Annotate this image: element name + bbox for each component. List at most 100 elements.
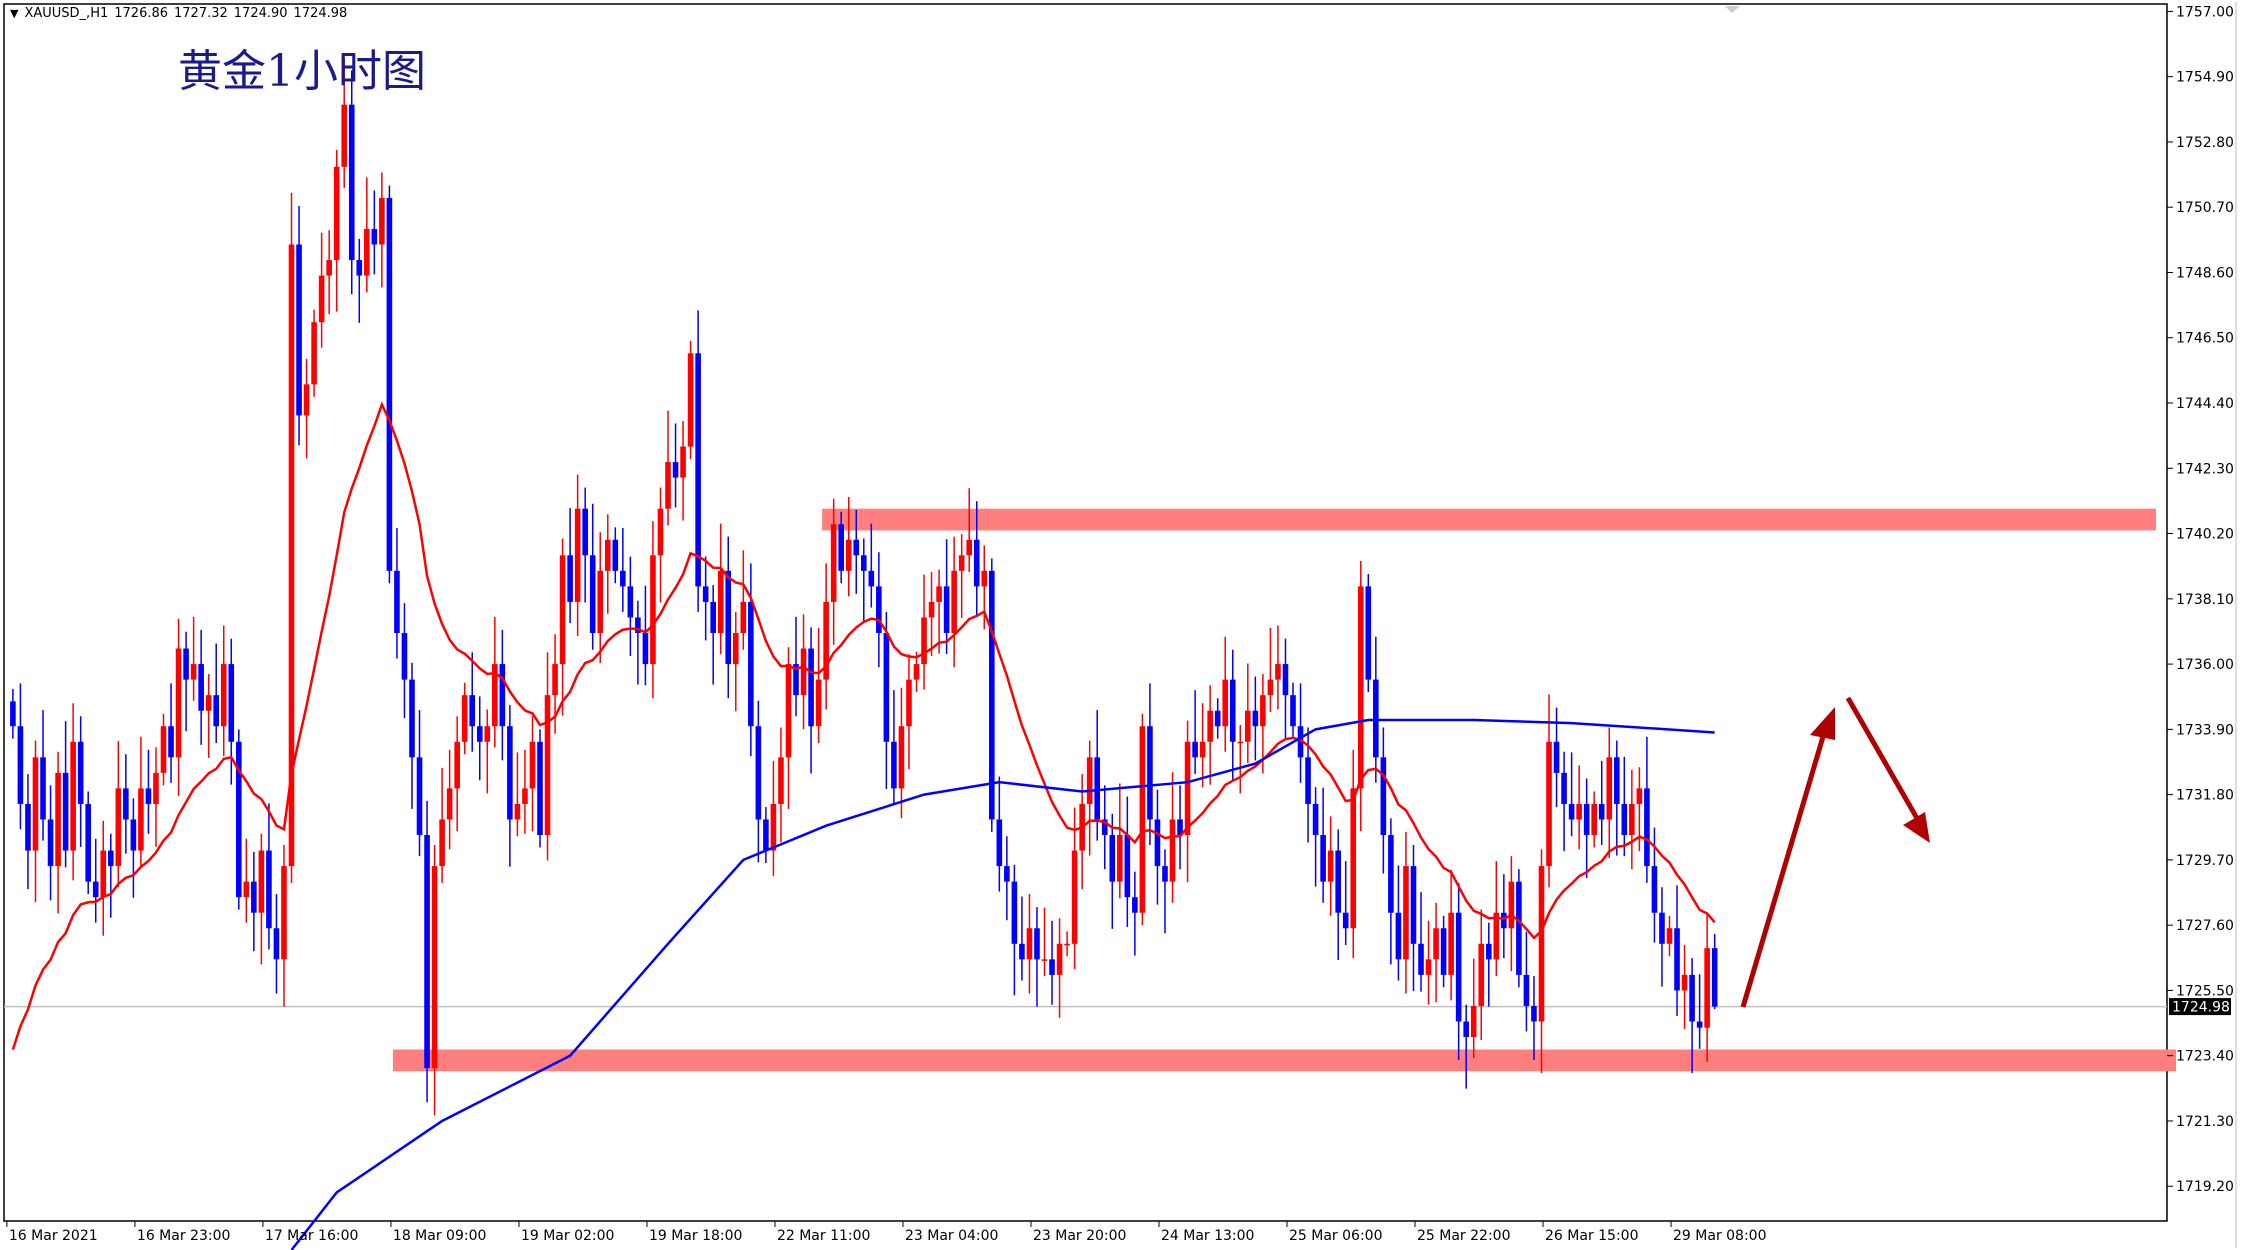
candle — [1696, 974, 1703, 1049]
shift-marker-icon[interactable] — [1725, 6, 1740, 13]
candle — [1478, 909, 1485, 1041]
candle — [446, 749, 453, 850]
candle-body — [1395, 912, 1402, 960]
price-tick-label: 1721.30 — [2176, 1114, 2234, 1130]
candle — [1403, 831, 1409, 994]
candle — [1583, 778, 1590, 878]
candle — [40, 710, 46, 841]
candle — [755, 700, 762, 863]
candle-body — [1192, 741, 1198, 758]
candle-body — [1245, 710, 1251, 742]
dropdown-triangle-icon[interactable]: ▼ — [10, 7, 19, 20]
candle — [1267, 628, 1274, 712]
candle — [401, 603, 408, 719]
time-tick-label: 19 Mar 02:00 — [521, 1228, 614, 1244]
candle-body — [1177, 819, 1183, 836]
candle — [1320, 787, 1326, 903]
up-arrow-icon — [1740, 707, 1835, 1008]
candle-body — [665, 462, 671, 509]
time-tick-label: 23 Mar 20:00 — [1033, 1228, 1126, 1244]
candle-body — [1154, 819, 1161, 867]
candle — [1132, 871, 1138, 956]
price-tick-label: 1731.80 — [2176, 788, 2234, 804]
candle-body — [1312, 803, 1319, 836]
candle-body — [702, 586, 709, 602]
candle — [853, 509, 860, 594]
candle-body — [1523, 974, 1530, 1006]
candle — [514, 752, 521, 837]
close-value: 1724.98 — [293, 6, 348, 21]
candle — [107, 833, 114, 918]
candle — [251, 851, 257, 952]
candle-body — [138, 788, 144, 851]
candle-body — [883, 633, 890, 742]
candle — [32, 740, 39, 903]
candle — [1629, 769, 1635, 870]
candle-body — [657, 508, 664, 556]
candle-body — [32, 757, 39, 851]
candle — [70, 703, 76, 881]
candle-body — [333, 166, 340, 261]
candle — [1245, 663, 1251, 763]
candle-body — [1350, 788, 1357, 929]
candle — [1312, 787, 1319, 887]
price-tick-label: 1738.10 — [2176, 592, 2234, 608]
candle — [928, 572, 935, 656]
candle — [130, 798, 137, 898]
candle-body — [981, 570, 988, 587]
candle-body — [958, 555, 965, 571]
candle-body — [25, 803, 31, 851]
candle — [273, 894, 280, 994]
candle — [318, 232, 325, 348]
candle — [597, 532, 604, 663]
candle-body — [1501, 912, 1507, 929]
candle-body — [1485, 943, 1492, 960]
time-tick-label: 24 Mar 13:00 — [1161, 1228, 1254, 1244]
price-tick-label: 1736.00 — [2176, 657, 2234, 673]
candle-body — [1019, 943, 1025, 960]
price-tick-label: 1750.70 — [2176, 200, 2234, 216]
candle-body — [1621, 803, 1628, 836]
candle — [1297, 683, 1304, 783]
candle-body — [1568, 803, 1575, 820]
candle-body — [823, 601, 829, 680]
candle-body — [1410, 866, 1417, 944]
candle — [311, 309, 317, 397]
candle — [1433, 902, 1439, 1003]
candle-body — [10, 701, 16, 727]
candle — [379, 172, 385, 288]
candle — [838, 511, 844, 584]
candle-body — [1696, 1021, 1703, 1028]
ma-slow-line — [290, 718, 1715, 1250]
candle — [1388, 818, 1394, 965]
candle — [439, 767, 445, 883]
candle — [236, 729, 242, 910]
candle-body — [409, 679, 415, 758]
candle-body — [1041, 959, 1048, 961]
candle-body — [838, 524, 844, 571]
candle — [1531, 976, 1537, 1061]
candle-body — [1629, 803, 1635, 836]
candle — [650, 521, 656, 699]
candle-body — [1357, 586, 1364, 789]
candle-body — [1598, 803, 1605, 820]
candle-body — [597, 570, 604, 633]
candle — [1327, 816, 1334, 916]
candle — [1199, 703, 1206, 788]
candle — [92, 838, 99, 923]
candle-body — [936, 586, 942, 602]
price-tick-label: 1742.30 — [2176, 461, 2234, 477]
price-tick-label: 1740.20 — [2176, 527, 2234, 543]
candle-body — [544, 695, 551, 836]
candle-body — [213, 695, 220, 727]
candle-body — [800, 648, 807, 696]
candle-body — [951, 570, 957, 633]
candle — [973, 501, 980, 617]
candle-body — [1704, 948, 1710, 1028]
candle-body — [168, 726, 174, 758]
candle — [1086, 740, 1093, 856]
candle — [989, 558, 995, 832]
candle-body — [281, 866, 287, 960]
candle-body — [326, 260, 332, 276]
